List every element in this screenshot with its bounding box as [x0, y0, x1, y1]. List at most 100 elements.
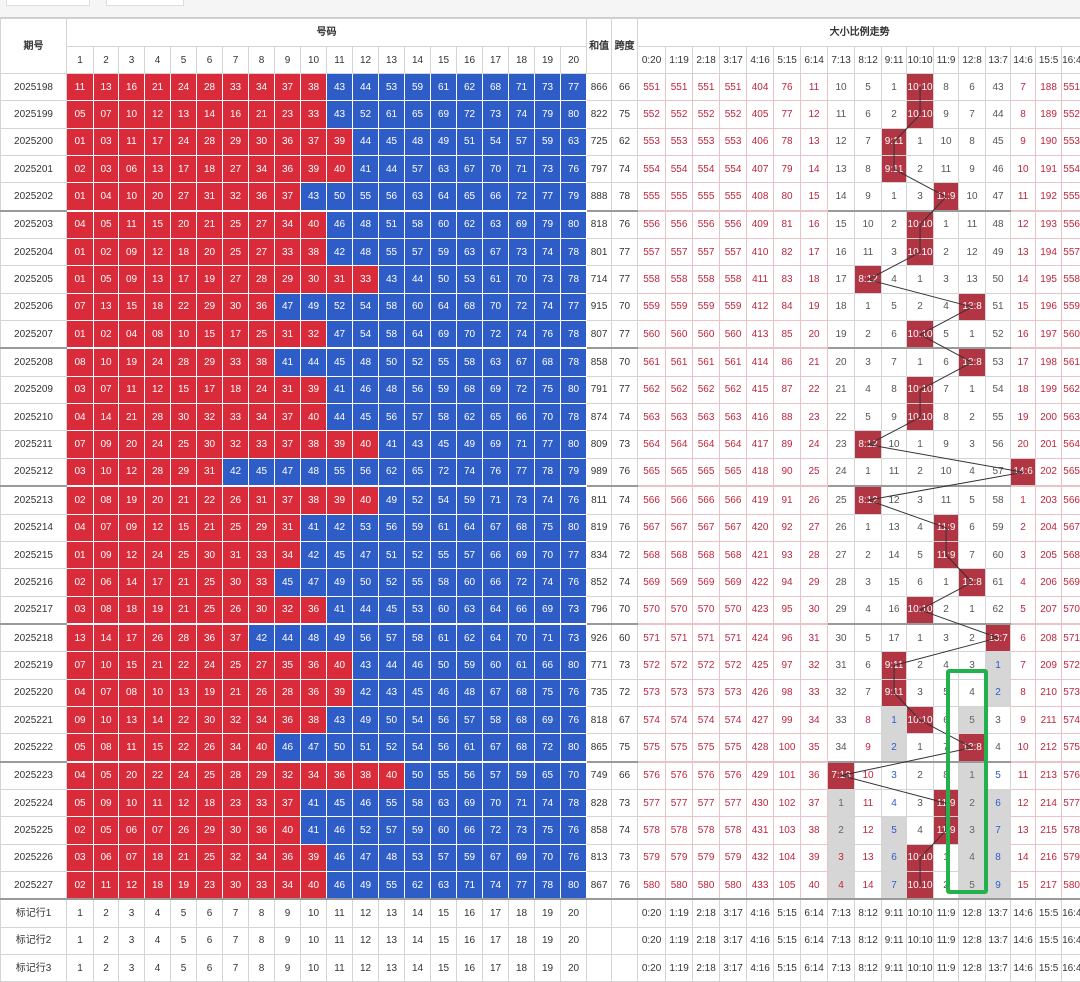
mark-ratio-cell[interactable]: 5:15	[774, 927, 801, 954]
mark-ratio-cell[interactable]: 16:4	[1062, 899, 1080, 927]
mark-number-cell[interactable]: 9	[275, 927, 301, 954]
mark-ratio-cell[interactable]: 10:10	[907, 899, 934, 927]
mark-ratio-cell[interactable]: 1:19	[666, 899, 693, 927]
mark-number-cell[interactable]: 5	[171, 955, 197, 982]
mark-number-cell[interactable]: 10	[301, 955, 327, 982]
mark-number-cell[interactable]: 3	[119, 927, 145, 954]
mark-ratio-cell[interactable]: 0:20	[638, 927, 666, 954]
mark-ratio-cell[interactable]: 8:12	[855, 955, 882, 982]
mark-number-cell[interactable]: 9	[275, 955, 301, 982]
mark-number-cell[interactable]: 11	[327, 955, 353, 982]
mark-ratio-cell[interactable]: 1:19	[666, 927, 693, 954]
mark-number-cell[interactable]: 1	[67, 899, 94, 927]
mark-ratio-cell[interactable]: 6:14	[801, 927, 828, 954]
mark-number-cell[interactable]: 11	[327, 927, 353, 954]
mark-ratio-cell[interactable]: 16:4	[1062, 955, 1080, 982]
mark-number-cell[interactable]: 17	[483, 927, 509, 954]
mark-number-cell[interactable]: 4	[145, 955, 171, 982]
mark-number-cell[interactable]: 3	[119, 899, 145, 927]
mark-number-cell[interactable]: 1	[67, 927, 94, 954]
mark-ratio-cell[interactable]: 10:10	[907, 955, 934, 982]
mark-number-cell[interactable]: 20	[561, 899, 587, 927]
mark-number-cell[interactable]: 13	[379, 927, 405, 954]
mark-number-cell[interactable]: 20	[561, 927, 587, 954]
mark-ratio-cell[interactable]: 5:15	[774, 899, 801, 927]
mark-ratio-cell[interactable]: 11:9	[934, 955, 959, 982]
mark-number-cell[interactable]: 11	[327, 899, 353, 927]
mark-ratio-cell[interactable]: 5:15	[774, 955, 801, 982]
toolbar-tab[interactable]	[6, 0, 90, 6]
mark-ratio-cell[interactable]: 16:4	[1062, 927, 1080, 954]
mark-number-cell[interactable]: 13	[379, 899, 405, 927]
mark-number-cell[interactable]: 5	[171, 927, 197, 954]
mark-number-cell[interactable]: 16	[457, 927, 483, 954]
mark-ratio-cell[interactable]: 3:17	[720, 955, 747, 982]
mark-number-cell[interactable]: 17	[483, 955, 509, 982]
mark-ratio-cell[interactable]: 13:7	[986, 955, 1011, 982]
mark-ratio-cell[interactable]: 9:11	[882, 955, 907, 982]
mark-number-cell[interactable]: 14	[405, 899, 431, 927]
mark-ratio-cell[interactable]: 2:18	[693, 927, 720, 954]
mark-ratio-cell[interactable]: 7:13	[828, 899, 855, 927]
mark-ratio-cell[interactable]: 12:8	[959, 927, 986, 954]
mark-number-cell[interactable]: 12	[353, 899, 379, 927]
mark-ratio-cell[interactable]: 0:20	[638, 899, 666, 927]
mark-ratio-cell[interactable]: 4:16	[747, 899, 774, 927]
mark-ratio-cell[interactable]: 1:19	[666, 955, 693, 982]
mark-number-cell[interactable]: 18	[509, 955, 535, 982]
mark-ratio-cell[interactable]: 11:9	[934, 899, 959, 927]
mark-number-cell[interactable]: 18	[509, 927, 535, 954]
mark-number-cell[interactable]: 5	[171, 899, 197, 927]
mark-ratio-cell[interactable]: 8:12	[855, 899, 882, 927]
mark-ratio-cell[interactable]: 6:14	[801, 899, 828, 927]
mark-number-cell[interactable]: 7	[223, 899, 249, 927]
mark-number-cell[interactable]: 15	[431, 955, 457, 982]
mark-number-cell[interactable]: 7	[223, 927, 249, 954]
mark-number-cell[interactable]: 6	[197, 927, 223, 954]
mark-number-cell[interactable]: 15	[431, 927, 457, 954]
mark-ratio-cell[interactable]: 4:16	[747, 955, 774, 982]
mark-ratio-cell[interactable]: 14:6	[1011, 955, 1036, 982]
toolbar-tab[interactable]	[106, 0, 184, 6]
mark-number-cell[interactable]: 13	[379, 955, 405, 982]
mark-number-cell[interactable]: 1	[67, 955, 94, 982]
mark-number-cell[interactable]: 17	[483, 899, 509, 927]
mark-number-cell[interactable]: 2	[94, 899, 119, 927]
mark-number-cell[interactable]: 19	[535, 927, 561, 954]
mark-number-cell[interactable]: 16	[457, 899, 483, 927]
mark-number-cell[interactable]: 8	[249, 927, 275, 954]
mark-ratio-cell[interactable]: 3:17	[720, 899, 747, 927]
mark-ratio-cell[interactable]: 7:13	[828, 927, 855, 954]
mark-ratio-cell[interactable]: 2:18	[693, 955, 720, 982]
mark-number-cell[interactable]: 16	[457, 955, 483, 982]
mark-ratio-cell[interactable]: 12:8	[959, 955, 986, 982]
mark-number-cell[interactable]: 19	[535, 899, 561, 927]
mark-number-cell[interactable]: 3	[119, 955, 145, 982]
mark-number-cell[interactable]: 14	[405, 927, 431, 954]
mark-number-cell[interactable]: 10	[301, 899, 327, 927]
mark-number-cell[interactable]: 4	[145, 899, 171, 927]
mark-number-cell[interactable]: 14	[405, 955, 431, 982]
mark-number-cell[interactable]: 4	[145, 927, 171, 954]
mark-number-cell[interactable]: 19	[535, 955, 561, 982]
mark-number-cell[interactable]: 9	[275, 899, 301, 927]
mark-ratio-cell[interactable]: 6:14	[801, 955, 828, 982]
mark-ratio-cell[interactable]: 11:9	[934, 927, 959, 954]
mark-ratio-cell[interactable]: 9:11	[882, 927, 907, 954]
mark-number-cell[interactable]: 15	[431, 899, 457, 927]
mark-number-cell[interactable]: 12	[353, 927, 379, 954]
mark-number-cell[interactable]: 8	[249, 899, 275, 927]
mark-ratio-cell[interactable]: 15:5	[1036, 899, 1062, 927]
mark-number-cell[interactable]: 2	[94, 927, 119, 954]
mark-ratio-cell[interactable]: 8:12	[855, 927, 882, 954]
mark-number-cell[interactable]: 6	[197, 955, 223, 982]
mark-number-cell[interactable]: 20	[561, 955, 587, 982]
mark-ratio-cell[interactable]: 13:7	[986, 927, 1011, 954]
mark-ratio-cell[interactable]: 2:18	[693, 899, 720, 927]
mark-number-cell[interactable]: 6	[197, 899, 223, 927]
mark-ratio-cell[interactable]: 3:17	[720, 927, 747, 954]
mark-ratio-cell[interactable]: 15:5	[1036, 927, 1062, 954]
mark-ratio-cell[interactable]: 14:6	[1011, 927, 1036, 954]
mark-number-cell[interactable]: 2	[94, 955, 119, 982]
mark-ratio-cell[interactable]: 12:8	[959, 899, 986, 927]
